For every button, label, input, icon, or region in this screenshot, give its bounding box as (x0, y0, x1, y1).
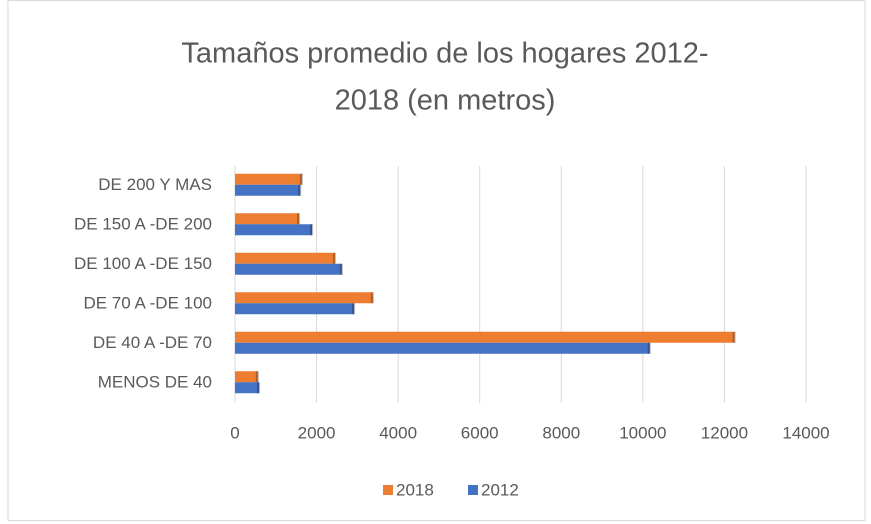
bar (235, 382, 260, 394)
bar-edge (299, 173, 303, 185)
legend-label: 2012 (481, 480, 519, 499)
bar (235, 213, 300, 225)
bar-edge (339, 263, 343, 275)
bar-edge (352, 303, 356, 315)
bar-edge (647, 342, 651, 354)
chart-title: 2018 (en metros) (335, 85, 556, 117)
x-tick-label: 8000 (542, 423, 580, 442)
bar (235, 224, 313, 236)
bar-edge (255, 371, 259, 383)
x-tick-label: 0 (230, 423, 239, 442)
y-tick-label: DE 70 A -DE 100 (83, 294, 212, 313)
legend-swatch (468, 485, 478, 495)
bar-edge (310, 224, 314, 236)
bar (235, 292, 373, 304)
bar-edge (297, 213, 301, 225)
bar (235, 303, 355, 315)
legend-label: 2018 (396, 480, 434, 499)
bar (235, 331, 735, 343)
bar (235, 173, 302, 185)
bar (235, 342, 650, 354)
bar (235, 184, 301, 196)
y-tick-label: MENOS DE 40 (98, 373, 212, 392)
x-tick-label: 4000 (379, 423, 417, 442)
bar-edge (298, 184, 302, 196)
y-tick-label: DE 200 Y MAS (98, 175, 212, 194)
bar-edge (332, 252, 336, 264)
legend-swatch (383, 485, 393, 495)
y-tick-label: DE 150 A -DE 200 (74, 215, 212, 234)
bar (235, 252, 335, 264)
x-tick-label: 14000 (782, 423, 829, 442)
chart-border (7, 0, 866, 521)
bar-edge (257, 382, 261, 394)
x-tick-label: 10000 (619, 423, 666, 442)
bar (235, 371, 258, 383)
x-tick-label: 2000 (298, 423, 336, 442)
y-tick-label: DE 100 A -DE 150 (74, 254, 212, 273)
bar-edge (370, 292, 374, 304)
y-tick-label: DE 40 A -DE 70 (93, 333, 212, 352)
x-tick-label: 12000 (701, 423, 748, 442)
bar (235, 263, 342, 275)
chart-title: Tamaños promedio de los hogares 2012- (181, 38, 708, 70)
bar-edge (732, 331, 736, 343)
x-tick-label: 6000 (461, 423, 499, 442)
